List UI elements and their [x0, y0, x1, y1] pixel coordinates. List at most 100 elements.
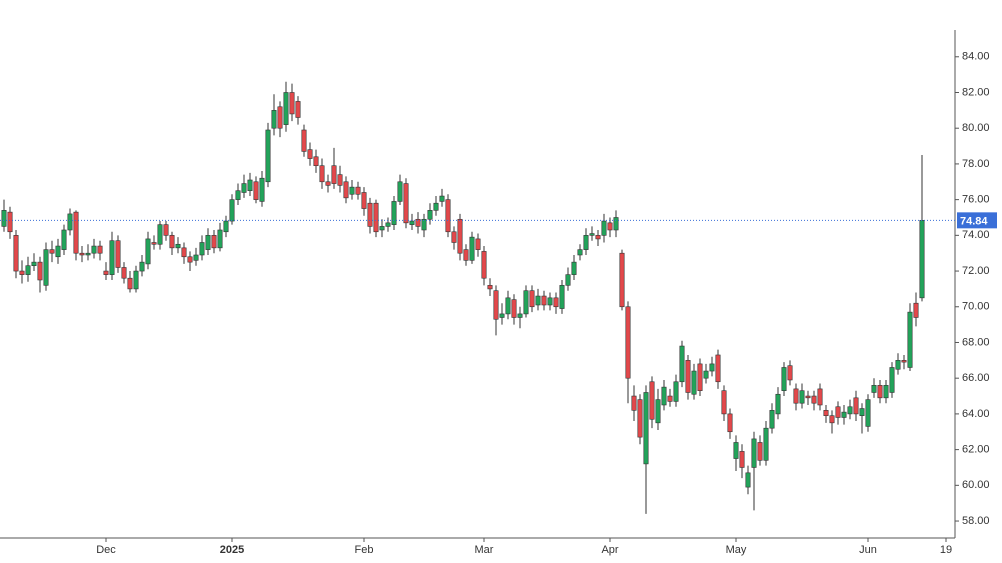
- candle-body: [295, 101, 301, 118]
- y-tick-label: 78.00: [962, 158, 990, 170]
- candle-body: [205, 235, 211, 250]
- candle-body: [343, 181, 349, 199]
- candle-body: [583, 235, 589, 250]
- candle-body: [367, 202, 373, 227]
- candle-body: [121, 267, 127, 279]
- candle-body: [391, 201, 397, 225]
- candle-body: [889, 367, 895, 393]
- candle-body: [793, 388, 799, 404]
- candle-body: [13, 235, 19, 272]
- candle-body: [265, 129, 271, 183]
- candle-body: [331, 165, 337, 184]
- candle-body: [601, 220, 607, 236]
- candle-body: [841, 411, 847, 418]
- candle-body: [97, 245, 103, 254]
- candle-body: [697, 363, 703, 391]
- candle-body: [913, 302, 919, 318]
- candle-body: [667, 395, 673, 402]
- candle-body: [637, 399, 643, 438]
- candle-body: [157, 224, 163, 245]
- y-tick-label: 70.00: [962, 301, 990, 313]
- candle-body: [457, 218, 463, 254]
- candle-body: [163, 224, 169, 236]
- candle-body: [373, 202, 379, 233]
- candle-body: [613, 217, 619, 231]
- candle-body: [175, 243, 181, 249]
- candle-body: [553, 297, 559, 308]
- candle-body: [895, 360, 901, 370]
- candle-body: [469, 236, 475, 261]
- candle-body: [79, 252, 85, 256]
- candle-body: [829, 415, 835, 424]
- x-tick-label: 2025: [220, 544, 244, 556]
- candle-body: [505, 297, 511, 315]
- candle-body: [769, 410, 775, 429]
- candle-body: [259, 177, 265, 202]
- candle-body: [835, 406, 841, 418]
- candle-body: [883, 385, 889, 399]
- candle-body: [49, 249, 55, 254]
- candle-body: [139, 261, 145, 272]
- candle-body: [475, 238, 481, 250]
- candle-body: [649, 381, 655, 420]
- candle-body: [919, 220, 925, 299]
- candle-body: [859, 408, 865, 416]
- y-tick-label: 66.00: [962, 372, 990, 384]
- candle-body: [481, 251, 487, 279]
- x-tick-label: Mar: [475, 544, 494, 556]
- candle-body: [415, 218, 421, 227]
- candle-body: [763, 427, 769, 461]
- x-tick-label: May: [726, 544, 747, 556]
- candle-body: [385, 222, 391, 227]
- candle-body: [517, 313, 523, 318]
- candle-body: [133, 270, 139, 290]
- candle-body: [595, 235, 601, 240]
- y-tick-label: 80.00: [962, 122, 990, 134]
- candle-body: [463, 249, 469, 261]
- candle-body: [709, 363, 715, 372]
- y-tick-label: 60.00: [962, 479, 990, 491]
- candle-body: [865, 399, 871, 427]
- candle-body: [577, 249, 583, 256]
- candle-body: [535, 295, 541, 306]
- candle-body: [877, 385, 883, 399]
- candle-body: [499, 313, 505, 318]
- x-tick-label: 19: [940, 544, 952, 556]
- x-tick-label: Feb: [355, 544, 374, 556]
- candle-body: [217, 229, 223, 249]
- candle-body: [355, 186, 361, 195]
- candle-body: [811, 395, 817, 404]
- candle-body: [25, 265, 31, 275]
- candle-body: [151, 242, 157, 245]
- candle-body: [271, 110, 277, 129]
- candle-body: [307, 149, 313, 159]
- candle-body: [757, 442, 763, 461]
- candle-body: [235, 190, 241, 200]
- candle-body: [193, 254, 199, 261]
- candle-body: [289, 92, 295, 115]
- candle-body: [901, 360, 907, 363]
- candle-body: [7, 211, 13, 233]
- candle-body: [721, 390, 727, 415]
- candle-body: [325, 181, 331, 186]
- y-tick-label: 64.00: [962, 408, 990, 420]
- y-tick-label: 84.00: [962, 51, 990, 63]
- candle-body: [403, 183, 409, 224]
- candle-body: [361, 192, 367, 209]
- candle-body: [301, 129, 307, 152]
- candle-body: [589, 233, 595, 236]
- candle-body: [661, 386, 667, 406]
- candle-body: [751, 438, 757, 468]
- candle-body: [85, 252, 91, 256]
- candle-body: [733, 442, 739, 459]
- candle-body: [679, 345, 685, 383]
- candle-body: [805, 395, 811, 399]
- candle-body: [739, 451, 745, 468]
- candle-body: [625, 306, 631, 379]
- candle-body: [199, 242, 205, 256]
- candle-body: [319, 165, 325, 183]
- candle-body: [673, 381, 679, 402]
- candle-body: [823, 410, 829, 416]
- candle-body: [115, 240, 121, 268]
- candle-body: [487, 285, 493, 290]
